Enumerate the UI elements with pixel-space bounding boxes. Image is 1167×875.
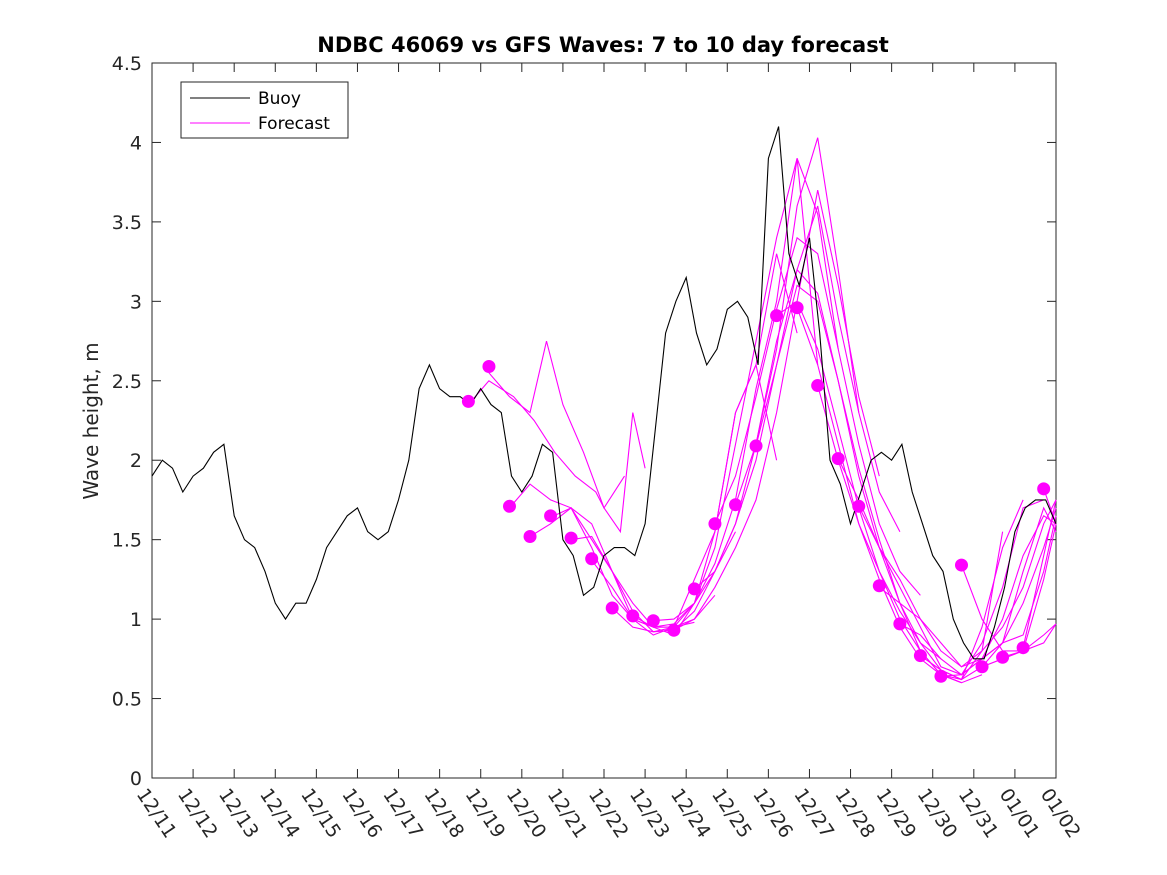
forecast-marker	[790, 301, 804, 315]
forecast-line	[817, 385, 1024, 681]
forecast-marker	[934, 669, 948, 683]
forecast-marker	[1037, 482, 1051, 496]
forecast-marker	[482, 359, 496, 373]
y-tick-label: 1.5	[112, 530, 142, 552]
forecast-line	[1022, 499, 1057, 648]
x-tick-label: 12/17	[378, 784, 427, 842]
forecast-marker	[502, 499, 516, 513]
forecast-marker	[708, 517, 722, 531]
forecast-marker	[770, 309, 784, 323]
forecast-line	[611, 158, 819, 633]
forecast-marker	[872, 579, 886, 593]
y-axis-title: Wave height, m	[79, 342, 103, 499]
forecast-line	[714, 236, 921, 596]
forecast-line	[488, 340, 646, 534]
y-tick-label: 2	[130, 450, 142, 472]
forecast-marker	[646, 614, 660, 628]
forecast-marker	[564, 531, 578, 545]
forecast-marker	[626, 609, 640, 623]
forecast-marker	[954, 558, 968, 572]
legend-label-forecast: Forecast	[258, 114, 330, 134]
x-tick-label: 12/13	[214, 784, 263, 842]
forecast-marker	[667, 623, 681, 637]
forecast-marker	[831, 452, 845, 466]
x-tick-label: 01/02	[1036, 784, 1085, 842]
x-tick-label: 12/16	[337, 784, 386, 842]
x-tick-label: 12/23	[625, 784, 674, 842]
y-tick-label: 0.5	[112, 689, 142, 711]
x-tick-label: 12/18	[419, 784, 468, 842]
forecast-marker	[975, 660, 989, 674]
x-tick-label: 12/12	[173, 784, 222, 842]
x-tick-label: 12/22	[584, 784, 633, 842]
forecast-marker	[728, 498, 742, 512]
forecast-marker	[1016, 641, 1030, 655]
x-tick-label: 12/26	[748, 784, 797, 842]
forecast-marker	[687, 582, 701, 596]
y-tick-label: 2.5	[112, 371, 142, 393]
forecast-marker	[605, 601, 619, 615]
x-tick-label: 12/25	[707, 784, 756, 842]
forecast-line	[529, 507, 716, 636]
legend-label-buoy: Buoy	[258, 89, 301, 109]
plot-area: 0 0.5 1 1.5 2 2.5 3 3.5 4 4.5 12/1112/1212/1312/14…	[112, 53, 1085, 842]
chart-title: NDBC 46069 vs GFS Waves: 7 to 10 day for…	[317, 33, 888, 57]
legend-box	[180, 81, 349, 139]
forecast-marker	[913, 649, 927, 663]
forecast-line	[467, 380, 625, 509]
forecast-marker	[852, 499, 866, 513]
plot-frame	[151, 62, 1057, 779]
x-tick-label: 12/15	[296, 784, 345, 842]
x-tick-label: 12/19	[461, 784, 510, 842]
forecast-marker	[523, 529, 537, 543]
buoy-line	[151, 126, 1057, 660]
forecast-line	[878, 499, 1057, 668]
y-tick-label: 4	[130, 132, 142, 154]
legend: Buoy Forecast	[180, 81, 349, 139]
forecast-line	[1002, 523, 1057, 658]
y-tick-label: 4.5	[112, 53, 142, 75]
x-tick-label: 12/30	[913, 784, 962, 842]
forecast-marker	[996, 650, 1010, 664]
forecast-marker	[893, 617, 907, 631]
y-tick-label: 3.5	[112, 212, 142, 234]
x-tick-label: 12/28	[830, 784, 879, 842]
forecast-line	[591, 253, 798, 628]
x-tick-label: 12/24	[666, 784, 715, 842]
x-tick-label: 12/14	[255, 784, 304, 842]
x-tick-label: 12/29	[871, 784, 920, 842]
forecast-line	[960, 564, 1057, 652]
x-tick-label: 12/11	[132, 784, 181, 842]
x-tick-label: 12/20	[502, 784, 551, 842]
y-tick-label: 3	[130, 291, 142, 313]
y-tick-label: 0	[130, 768, 142, 790]
x-tick-label: 12/21	[543, 784, 592, 842]
x-tick-label: 01/01	[995, 784, 1044, 842]
forecast-line	[673, 189, 880, 631]
forecast-marker	[811, 379, 825, 393]
x-tick-label: 12/31	[954, 784, 1003, 842]
y-tick-label: 1	[130, 609, 142, 631]
forecast-line	[940, 515, 1057, 677]
forecast-marker	[461, 394, 475, 408]
forecast-marker	[585, 552, 599, 566]
x-tick-label: 12/27	[789, 784, 838, 842]
forecast-marker	[544, 509, 558, 523]
forecast-marker	[749, 439, 763, 453]
